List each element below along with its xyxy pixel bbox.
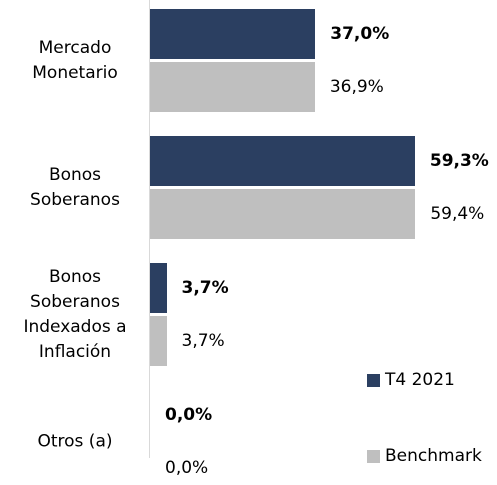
value-label: 59,4% [430, 204, 485, 224]
bar [150, 9, 316, 59]
value-label: 36,9% [329, 77, 384, 97]
axis-line [149, 0, 150, 458]
value-label: 3,7% [181, 278, 229, 298]
category-label: Mercado Monetario [0, 36, 150, 86]
bar [150, 189, 416, 239]
category-label: Otros (a) [0, 429, 150, 454]
bar [150, 316, 167, 366]
value-label: 0,0% [165, 458, 209, 478]
value-label: 3,7% [181, 331, 225, 351]
value-label: 59,3% [429, 151, 489, 171]
legend-swatch [367, 374, 380, 387]
category-text: Bonos Soberanos Indexados a Inflación [23, 266, 127, 362]
value-label: 0,0% [165, 405, 213, 425]
category-label: Bonos Soberanos [0, 163, 150, 213]
legend-swatch [367, 450, 380, 463]
value-label: 37,0% [330, 24, 390, 44]
category-text: Otros (a) [37, 431, 113, 451]
legend-label: Benchmark [385, 446, 482, 466]
category-label: Bonos Soberanos Indexados a Inflación [0, 265, 150, 365]
legend-label: T4 2021 [385, 370, 455, 390]
bar [150, 263, 167, 313]
bar [150, 136, 415, 186]
category-text: Bonos Soberanos [30, 164, 120, 210]
category-text: Mercado Monetario [32, 37, 118, 83]
bar [150, 62, 315, 112]
